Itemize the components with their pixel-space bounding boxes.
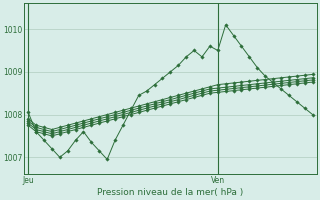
X-axis label: Pression niveau de la mer( hPa ): Pression niveau de la mer( hPa ) (97, 188, 244, 197)
